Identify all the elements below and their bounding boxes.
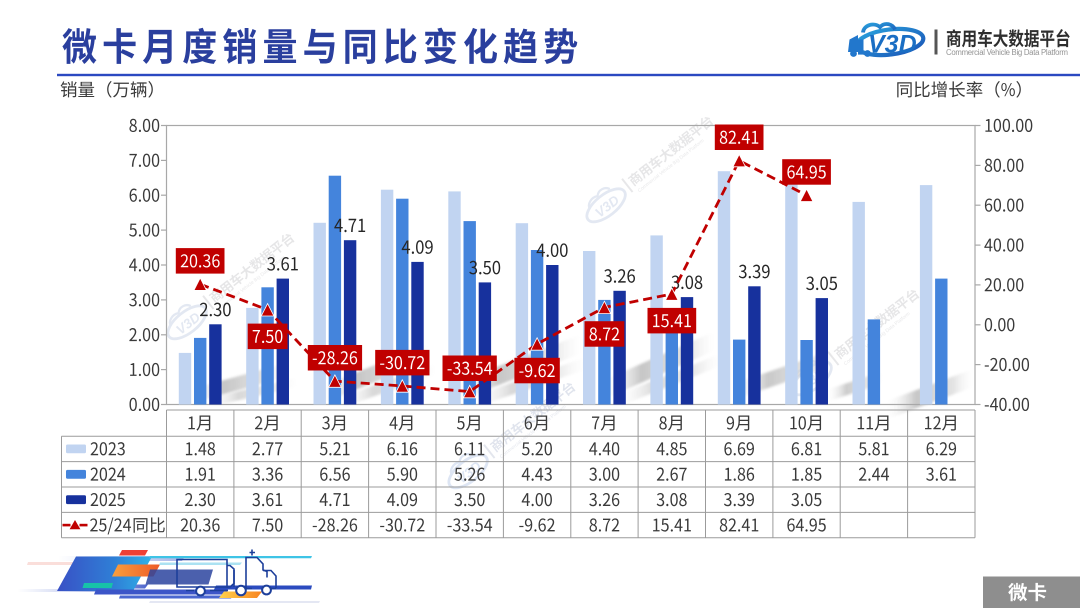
svg-text:Commercial Vehicle Big Data Pl: Commercial Vehicle Big Data Platform (946, 48, 1068, 57)
svg-text:V3D: V3D (868, 31, 917, 59)
